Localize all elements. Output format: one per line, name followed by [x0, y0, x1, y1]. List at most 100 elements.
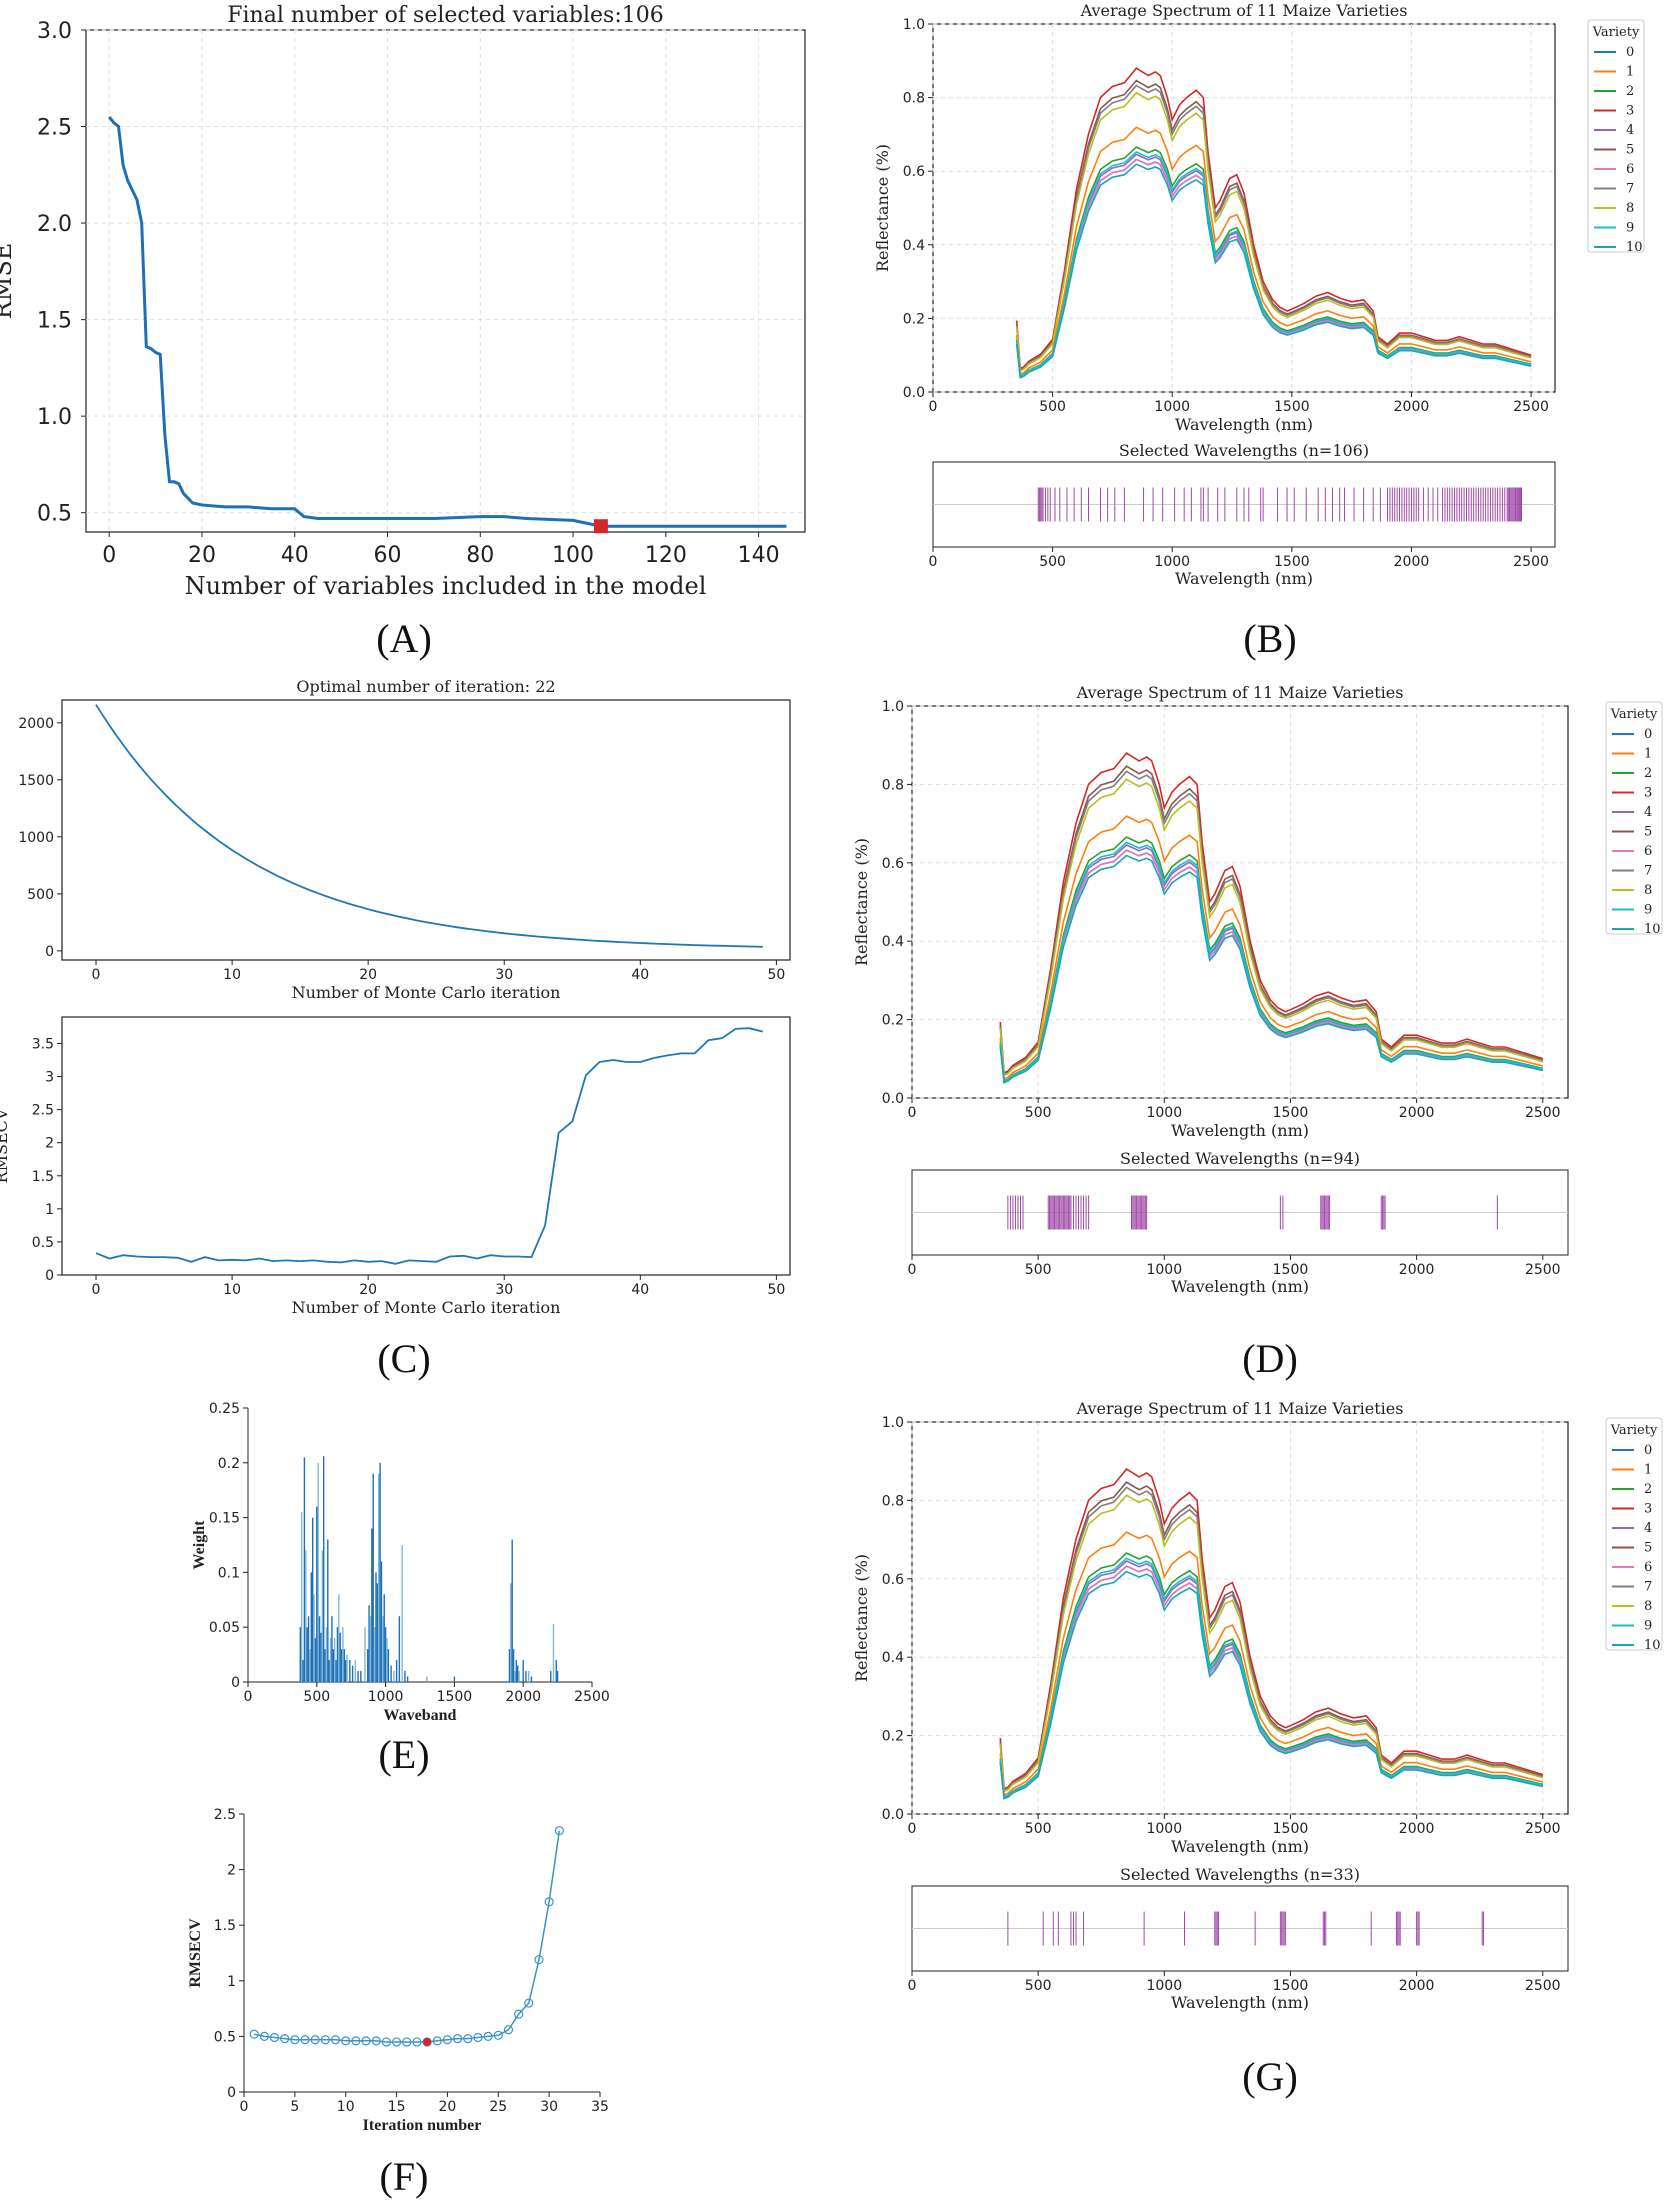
plot-frame	[61, 699, 791, 961]
legend-entry: 4	[1644, 805, 1652, 820]
plot-frame	[85, 29, 806, 533]
iteration-point	[351, 2036, 361, 2046]
axes-A: 0 20 40 60 80 100 120 140 0.5 1.0 1.5 2.0 2.5 3.0 Numb…	[0, 3, 806, 600]
spectrum-line-variety-10	[999, 854, 1543, 1084]
x-tick-label: 2000	[1399, 1105, 1435, 1121]
legend-entry: 5	[1644, 825, 1652, 840]
spectrum-line-variety-3	[1015, 67, 1532, 370]
iteration-point	[391, 2037, 402, 2047]
legend-entry: 5	[1644, 1541, 1652, 1556]
chart-title: Average Spectrum of 11 Maize Varieties	[1076, 1399, 1404, 1418]
x-tick-label: 0	[908, 1821, 917, 1837]
panel-label-b: (B)	[1243, 616, 1296, 661]
x-tick-label: 30	[495, 967, 513, 983]
x-tick-label: 2500	[1513, 399, 1549, 415]
legend-entry: 7	[1644, 864, 1652, 879]
iteration-point	[544, 1897, 554, 1907]
x-tick-label: 40	[631, 967, 649, 983]
legend-entry: 5	[1626, 143, 1634, 158]
legend-title: Variety	[1610, 707, 1658, 722]
y-axis-label: RMSECV	[187, 1918, 204, 1988]
y-tick-label: 0.8	[882, 777, 904, 793]
best-iteration-point	[423, 2037, 432, 2046]
spectrum-line-variety-9	[999, 841, 1543, 1083]
selected-wavelengths-B: Selected Wavelengths (n=106) 0 500 1000 1500…	[929, 441, 1556, 588]
iteration-point	[442, 2035, 453, 2045]
legend-entry: 1	[1644, 747, 1652, 762]
spectrum-line-variety-8	[1015, 91, 1532, 372]
x-tick-label: 1000	[1154, 399, 1190, 415]
x-tick-label: 2500	[1525, 1978, 1561, 1994]
y-tick-label: 500	[27, 887, 54, 903]
x-tick-label: 10	[337, 2099, 355, 2115]
legend-entry: 10	[1644, 922, 1661, 937]
x-tick-label: 1500	[1273, 1105, 1309, 1121]
y-tick-label: 0	[231, 1675, 240, 1691]
y-tick-label: 0	[45, 944, 54, 960]
y-axis-label: Weight	[191, 1520, 208, 1570]
x-tick-label: 0	[908, 1105, 917, 1121]
y-tick-label: 0.2	[882, 1013, 904, 1029]
x-tick-label: 2500	[1525, 1821, 1561, 1837]
x-tick-label: 1500	[1273, 1262, 1309, 1278]
legend-entry: 2	[1644, 766, 1652, 781]
iteration-point	[483, 2031, 493, 2042]
iteration-point	[432, 2036, 442, 2046]
panel-label-c: (C)	[377, 1336, 430, 1381]
x-tick-label: 1500	[1274, 399, 1310, 415]
spectrum-line-variety-9	[999, 1557, 1543, 1799]
x-tick-label: 10	[223, 967, 241, 983]
x-tick-label: 25	[489, 2099, 507, 2115]
legend-title: Variety	[1610, 1423, 1658, 1438]
x-tick-label: 500	[1039, 554, 1066, 570]
legend: Variety 0 1 2 3 4 5 6 7 8 9 10	[1605, 701, 1663, 937]
legend-entry: 4	[1644, 1521, 1652, 1536]
legend: Variety 0 1 2 3 4 5 6 7 8 9 10	[1587, 19, 1645, 255]
legend-title: Variety	[1592, 25, 1640, 40]
x-tick-label: 0	[929, 554, 938, 570]
x-tick-label: 0	[908, 1262, 917, 1278]
spectrum-line-variety-1	[1015, 126, 1532, 376]
y-tick-label: 0.1	[218, 1565, 240, 1581]
x-tick-label: 0	[92, 967, 101, 983]
x-tick-label: 1500	[1274, 554, 1310, 570]
y-tick-label: 0.6	[882, 1572, 904, 1588]
x-tick-label: 15	[388, 2099, 406, 2115]
legend-box	[1587, 19, 1645, 253]
y-tick-label: 0.5	[32, 1235, 54, 1251]
spectrum-line-variety-3	[999, 752, 1544, 1075]
y-tick-label: 1	[45, 1202, 54, 1218]
spectrum-line-variety-10	[1015, 163, 1532, 379]
legend-entry: 6	[1644, 1560, 1652, 1575]
selected-title: Selected Wavelengths (n=94)	[1120, 1149, 1360, 1168]
iteration-point	[361, 2036, 371, 2046]
spectrum-line-variety-9	[1015, 151, 1532, 378]
legend-entry: 3	[1626, 104, 1634, 119]
iteration-point	[503, 2025, 514, 2035]
iteration-point	[269, 2032, 280, 2043]
x-tick-label: 1000	[1146, 1262, 1182, 1278]
iteration-point	[290, 2035, 300, 2045]
chart-title: Optimal number of iteration: 22	[296, 677, 555, 696]
y-axis-label: RMSE	[0, 243, 17, 320]
x-tick-label: 30	[495, 1282, 513, 1298]
x-tick-label: 0	[908, 1978, 917, 1994]
x-tick-label: 20	[359, 967, 377, 983]
legend-entry: 8	[1626, 201, 1634, 216]
x-axis-label: Wavelength (nm)	[1171, 1121, 1309, 1140]
spectrum-line-variety-8	[999, 1494, 1544, 1793]
spectrum-line-variety-1	[999, 815, 1543, 1081]
y-axis-label: Reflectance (%)	[852, 1554, 871, 1682]
legend-entry: 7	[1626, 182, 1634, 197]
x-tick-label: 20	[188, 543, 216, 568]
y-tick-label: 0	[227, 2085, 236, 2101]
y-tick-label: 1.0	[882, 699, 904, 715]
legend-entry: 0	[1644, 1443, 1652, 1458]
rmsecv-line	[95, 1027, 764, 1265]
x-axis-label: Iteration number	[363, 2117, 482, 2134]
y-tick-label: 0.2	[903, 311, 925, 327]
iteration-point	[381, 2037, 391, 2047]
legend-entry: 9	[1626, 221, 1634, 236]
